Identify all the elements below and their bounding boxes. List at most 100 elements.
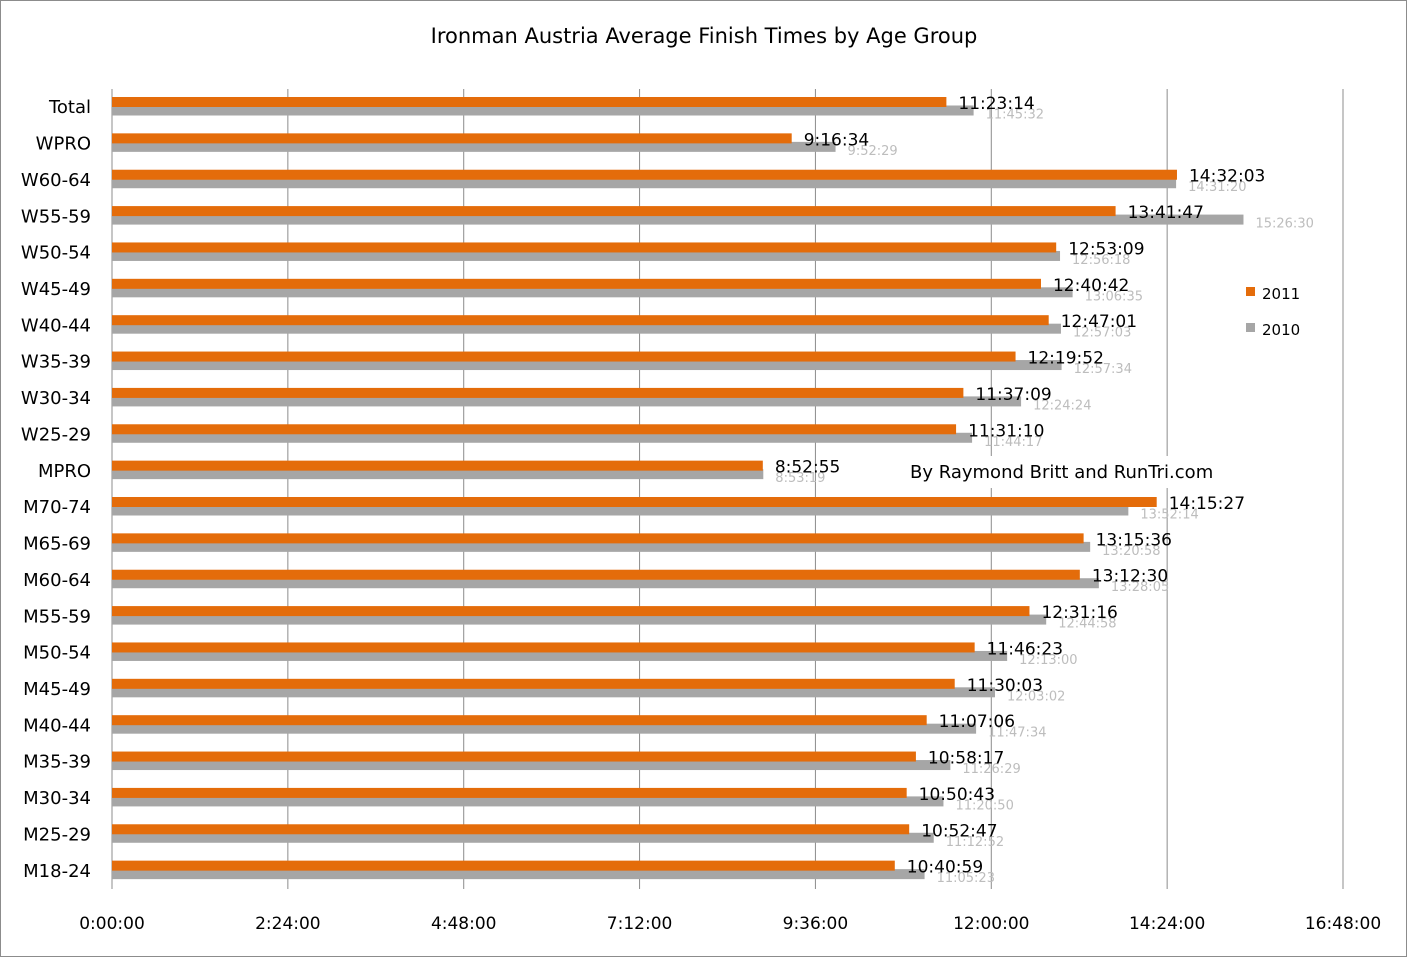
bar-2010 (112, 432, 973, 443)
data-label-2011: 8:52:55 (775, 458, 841, 478)
data-label-2010: 11:45:32 (986, 108, 1044, 123)
data-label-2011: 11:46:23 (987, 639, 1063, 659)
bar-2010 (112, 578, 1099, 589)
bar-2010 (112, 214, 1244, 225)
data-label-2010: 12:57:03 (1073, 326, 1131, 341)
bar-2011 (112, 860, 895, 871)
bar-2010 (112, 760, 951, 771)
data-label-2011: 12:19:52 (1028, 349, 1104, 369)
bar-2011 (112, 824, 910, 835)
data-label-2010: 13:28:05 (1111, 580, 1169, 595)
data-label-2011: 12:53:09 (1068, 239, 1144, 259)
bar-2010 (112, 141, 836, 152)
category-label: M70-74 (23, 497, 91, 518)
data-label-2010: 13:52:14 (1140, 508, 1198, 523)
bar-2010 (112, 396, 1022, 407)
category-label: M65-69 (23, 534, 91, 555)
category-label: M35-39 (23, 752, 91, 773)
data-label-2010: 11:26:29 (962, 762, 1020, 777)
data-label-2010: 11:47:34 (988, 726, 1046, 741)
legend-label-2010: 2010 (1262, 321, 1300, 339)
data-label-2010: 12:24:24 (1033, 398, 1091, 413)
data-label-2011: 10:50:43 (919, 785, 995, 805)
bar-2011 (112, 351, 1016, 362)
data-label-2011: 11:30:03 (967, 676, 1043, 696)
data-label-2011: 13:12:30 (1092, 567, 1168, 587)
bar-2010 (112, 178, 1177, 189)
x-tick-label: 12:00:00 (953, 914, 1029, 934)
bar-2010 (112, 360, 1062, 371)
category-label: W60-64 (21, 170, 91, 191)
category-label: W45-49 (21, 279, 91, 300)
bar-2010 (112, 869, 925, 880)
category-label: Total (48, 97, 91, 118)
x-tick-label: 0:00:00 (79, 914, 145, 934)
legend-swatch-2010 (1246, 323, 1255, 332)
bar-2010 (112, 687, 995, 698)
category-label: W35-39 (21, 352, 91, 373)
data-label-2011: 10:40:59 (907, 858, 983, 878)
category-labels: Total WPRO W60-64 W55-59 W50-54 W45-49 W40-44 W… (21, 97, 91, 882)
data-label-2011: 9:16:34 (804, 130, 870, 150)
bar-2010 (112, 796, 944, 807)
bar-2011 (112, 751, 916, 762)
bar-2010 (112, 541, 1091, 552)
data-label-2010: 13:20:58 (1102, 544, 1160, 559)
category-label: W40-44 (21, 315, 91, 336)
data-label-2011: 12:40:42 (1053, 276, 1129, 296)
bar-2011 (112, 642, 975, 653)
data-label-2011: 12:47:01 (1061, 312, 1137, 332)
credit-annotation: By Raymond Britt and RunTri.com (910, 462, 1213, 483)
legend: 2011 2010 (1246, 285, 1300, 339)
data-label-2011: 13:15:36 (1096, 530, 1172, 550)
category-label: M18-24 (23, 861, 91, 882)
data-label-2011: 11:23:14 (958, 94, 1034, 114)
data-label-2011: 14:15:27 (1169, 494, 1245, 514)
data-label-2010: 11:20:50 (955, 798, 1013, 813)
data-label-2011: 13:41:47 (1128, 203, 1204, 223)
bar-2010 (112, 287, 1073, 298)
bar-2011 (112, 606, 1030, 617)
bar-2010 (112, 469, 764, 480)
credit-background (894, 456, 1239, 488)
data-label-2010: 14:31:20 (1188, 180, 1246, 195)
data-label-2010: 8:53:19 (775, 471, 825, 486)
bars (112, 97, 1244, 880)
data-label-2010: 9:52:29 (848, 144, 898, 159)
data-label-2011: 11:37:09 (975, 385, 1051, 405)
data-label-2011: 12:31:16 (1041, 603, 1117, 623)
category-label: M25-29 (23, 824, 91, 845)
data-label-2010: 15:26:30 (1255, 217, 1313, 232)
chart-title: Ironman Austria Average Finish Times by … (431, 24, 978, 48)
data-label-2010: 12:44:58 (1058, 617, 1116, 632)
x-tick-label: 4:48:00 (431, 914, 497, 934)
category-label: W55-59 (21, 206, 91, 227)
bar-2010 (112, 250, 1061, 261)
bar-2011 (112, 569, 1080, 580)
bar-2011 (112, 387, 964, 398)
bar-2011 (112, 533, 1084, 544)
bar-2011 (112, 497, 1157, 507)
category-label: M30-34 (23, 788, 91, 809)
bar-2010 (112, 832, 934, 843)
data-labels: 11:45:3211:23:149:52:299:16:3414:31:2014… (775, 94, 1314, 886)
category-label: M50-54 (23, 643, 91, 664)
data-label-2010: 12:03:02 (1007, 689, 1065, 704)
bar-2011 (112, 97, 947, 107)
bar-2010 (112, 323, 1061, 334)
data-label-2010: 11:05:23 (937, 871, 995, 886)
legend-swatch-2011 (1246, 287, 1255, 296)
bar-2011 (112, 206, 1116, 217)
category-label: WPRO (36, 134, 91, 155)
bar-2011 (112, 715, 927, 726)
data-label-2010: 12:13:00 (1019, 653, 1077, 668)
bar-2011 (112, 787, 907, 798)
data-label-2010: 12:57:34 (1074, 362, 1132, 377)
data-label-2010: 11:44:17 (984, 435, 1042, 450)
bar-2011 (112, 460, 763, 471)
data-label-2011: 14:32:03 (1189, 167, 1265, 187)
bar-2010 (112, 505, 1129, 516)
x-tick-label: 16:48:00 (1305, 914, 1381, 934)
